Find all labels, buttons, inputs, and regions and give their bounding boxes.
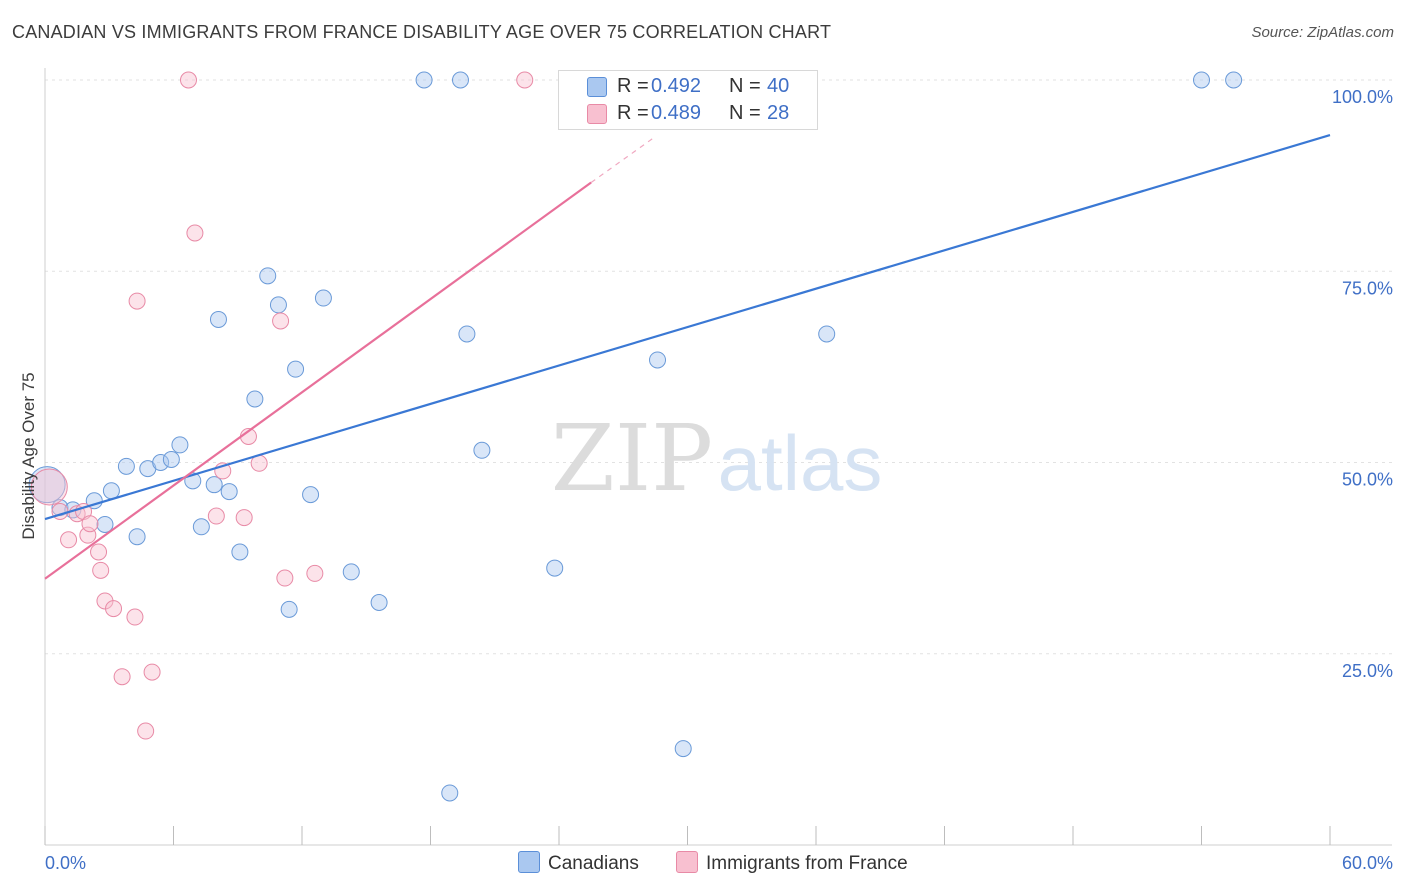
canadians-point (171, 436, 189, 454)
canadians-point (96, 515, 114, 533)
france-point (143, 663, 161, 681)
legend-r-label: R = (617, 75, 649, 97)
canadians-point (1225, 71, 1243, 89)
legend-row-canadians: R = 0.492 N = 40 (559, 74, 817, 100)
canadians-point (415, 71, 433, 89)
france-point (81, 515, 99, 533)
canadians-point (209, 310, 227, 328)
canadians-point (473, 441, 491, 459)
x-tick-label: 0.0% (45, 853, 86, 873)
canadians-point (287, 360, 305, 378)
france-point (90, 543, 108, 561)
y-tick-label: 25.0% (1342, 661, 1393, 681)
chart-title: CANADIAN VS IMMIGRANTS FROM FRANCE DISAB… (12, 22, 832, 42)
legend-n-label: N = (729, 102, 761, 124)
canadians-point (370, 593, 388, 611)
france-point (137, 722, 155, 740)
france-point (306, 564, 324, 582)
canadians-point (259, 267, 277, 285)
canadians-point (302, 486, 320, 504)
france-point (272, 312, 290, 330)
legend-swatch-france (676, 851, 698, 873)
canadians-point (451, 71, 469, 89)
legend-n-label: N = (729, 75, 761, 97)
france-point (207, 507, 225, 525)
data-points (28, 71, 1243, 802)
legend-swatch-canadians (587, 77, 607, 97)
canadians-point (117, 457, 135, 475)
watermark-zip: ZIP (551, 405, 713, 512)
watermark: ZIP atlas (551, 405, 882, 512)
canadians-point (280, 600, 298, 618)
france-point (105, 600, 123, 618)
canadians-point (205, 476, 223, 494)
france-point (113, 668, 131, 686)
canadians-point (246, 390, 264, 408)
legend-r-value: 0.489 (651, 102, 702, 124)
canadians-point (458, 325, 476, 343)
france-point (276, 569, 294, 587)
watermark-atlas: atlas (718, 419, 883, 507)
y-tick-label: 50.0% (1342, 470, 1393, 490)
legend-swatch-france (587, 104, 607, 124)
axes (44, 68, 1392, 846)
canadians-point (441, 784, 459, 802)
legend-item-canadians[interactable]: Canadians (518, 851, 639, 875)
france-point (516, 71, 534, 89)
france-point (60, 531, 78, 549)
canadians-point (192, 518, 210, 536)
gridlines (45, 79, 1392, 655)
canadians-point (649, 351, 667, 369)
legend-r-value: 0.492 (651, 75, 702, 97)
tick-labels: 25.0% 50.0% 75.0% 100.0% 0.0% 60.0% (45, 87, 1393, 873)
france-point (186, 224, 204, 242)
canadians-point (314, 289, 332, 307)
canadians-point (220, 483, 238, 501)
canadians-point (674, 740, 692, 758)
y-tick-label: 100.0% (1332, 87, 1393, 107)
canadians-point (342, 563, 360, 581)
legend-n-value: 28 (767, 102, 790, 124)
legend-label-france: Immigrants from France (706, 853, 908, 874)
canadians-point (546, 559, 564, 577)
france-trend-extension (590, 136, 656, 183)
source-label: Source: ZipAtlas.com (1251, 24, 1394, 41)
canadians-point (28, 466, 66, 504)
legend-r-label: R = (617, 102, 649, 124)
y-tick-label: 75.0% (1342, 278, 1393, 298)
canadians-point (1193, 71, 1210, 89)
canadians-trend-line (44, 134, 1331, 521)
x-tick-label: 60.0% (1342, 853, 1393, 873)
france-point (30, 468, 68, 506)
canadians-point (231, 543, 249, 561)
canadians-point (102, 482, 120, 500)
france-point (179, 71, 197, 89)
canadians-point (269, 296, 287, 314)
france-point (235, 509, 253, 527)
y-axis-label: Disability Age Over 75 (19, 372, 38, 539)
france-point (128, 292, 146, 310)
trend-lines (44, 134, 1331, 580)
legend-item-france[interactable]: Immigrants from France (676, 851, 908, 875)
canadians-point (162, 450, 180, 468)
legend-label-canadians: Canadians (548, 853, 639, 874)
canadians-point (152, 454, 170, 471)
france-trend-line (44, 181, 592, 580)
france-point (92, 561, 110, 579)
stats-legend: R = 0.492 N = 40 R = 0.489 N = 28 (558, 70, 818, 130)
legend-n-value: 40 (767, 75, 790, 97)
legend-row-france: R = 0.489 N = 28 (559, 101, 817, 127)
canadians-point (128, 528, 146, 546)
legend-swatch-canadians (518, 851, 540, 873)
canadians-point (818, 325, 836, 343)
france-point (126, 608, 144, 626)
